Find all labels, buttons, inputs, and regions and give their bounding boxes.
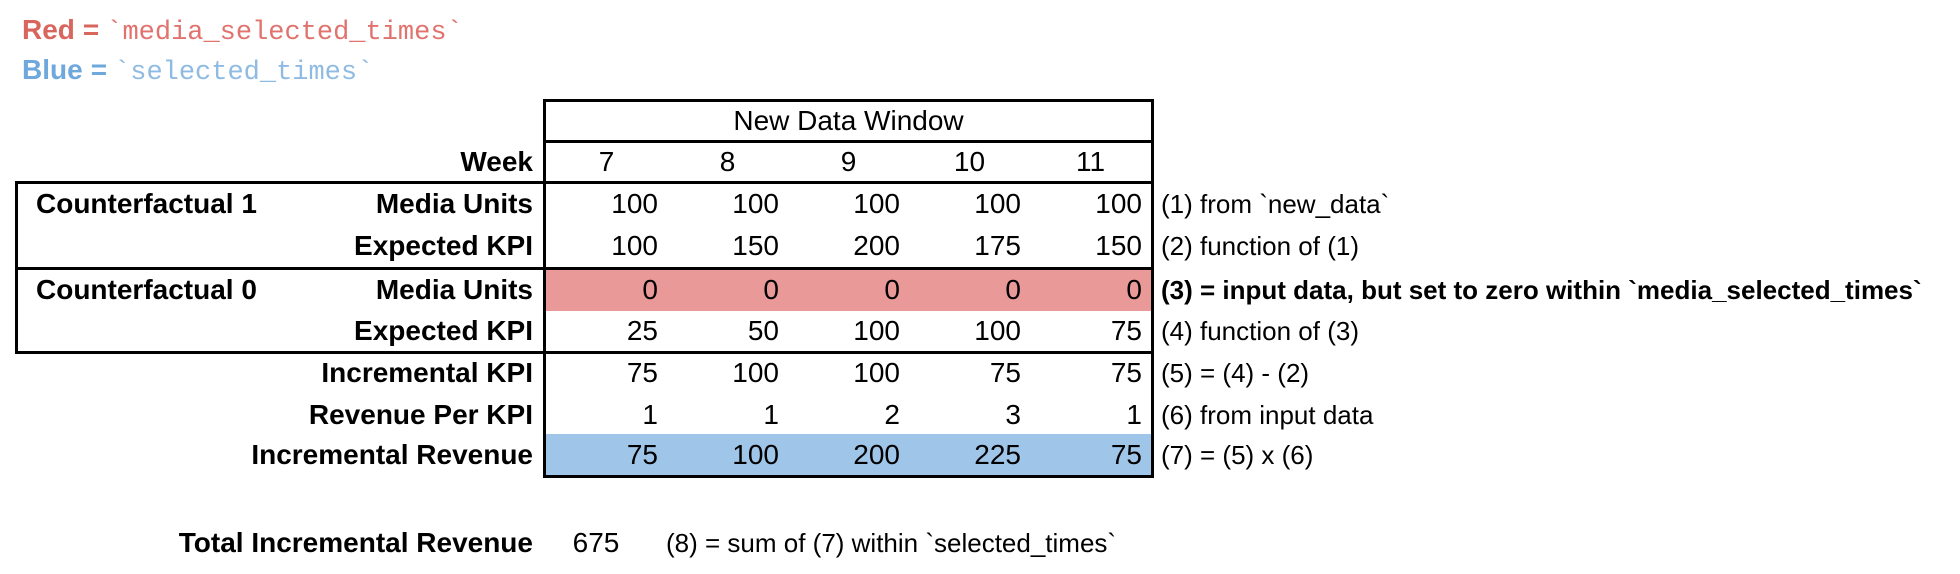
table-cell: 0 <box>1005 274 1021 305</box>
new-data-window-header: New Data Window <box>733 105 964 136</box>
group-divider-border <box>15 267 1154 270</box>
table-cell: 100 <box>974 315 1021 346</box>
annotation-8: (8) = sum of (7) within `selected_times` <box>666 528 1117 558</box>
row-label-revenue-per-kpi: Revenue Per KPI <box>308 399 533 430</box>
table-cell: 100 <box>732 188 779 219</box>
legend-blue-equals: = <box>90 54 108 85</box>
media-selected-times-highlight <box>546 270 1151 311</box>
row-label-media-units-cf1: Media Units <box>375 188 533 219</box>
table-cell: 0 <box>1126 274 1142 305</box>
table-cell: 1 <box>642 399 658 430</box>
table-cell: 75 <box>626 439 658 470</box>
annotation-3: (3) = input data, but set to zero within… <box>1161 275 1922 305</box>
legend-blue-line: Blue = `selected_times` <box>22 54 373 88</box>
row-label-expected-kpi-cf1: Expected KPI <box>354 230 533 261</box>
table-cell: 100 <box>611 230 658 261</box>
counterfactual-1-label: Counterfactual 1 <box>36 188 257 219</box>
table-cell: 0 <box>642 274 658 305</box>
table-cell: 75 <box>1110 315 1142 346</box>
table-cell: 100 <box>974 188 1021 219</box>
row-label-incremental-revenue: Incremental Revenue <box>251 439 533 470</box>
table-cell: 2 <box>884 399 900 430</box>
week-cell: 8 <box>719 146 736 177</box>
week-row-label: Week <box>460 146 533 177</box>
table-cell: 75 <box>626 357 658 388</box>
week-cell: 9 <box>840 146 857 177</box>
table-left-border <box>543 99 546 478</box>
table-cell: 75 <box>989 357 1021 388</box>
annotation-1: (1) from `new_data` <box>1161 189 1390 219</box>
annotation-4: (4) function of (3) <box>1161 316 1359 346</box>
counterfactual-box-bottom-border <box>15 351 1154 354</box>
legend-red-line: Red = `media_selected_times` <box>22 14 463 48</box>
table-cell: 50 <box>747 315 779 346</box>
annotation-2: (2) function of (1) <box>1161 231 1359 261</box>
table-cell: 100 <box>732 439 779 470</box>
table-row-expected-kpi-cf0: 25 50 100 100 75 <box>546 310 1151 352</box>
table-cell: 200 <box>853 230 900 261</box>
row-label-incremental-kpi: Incremental KPI <box>321 357 533 388</box>
table-cell: 100 <box>853 188 900 219</box>
counterfactual-box-left-border <box>15 181 18 354</box>
table-row-revenue-per-kpi: 1 1 2 3 1 <box>546 394 1151 436</box>
table-top-border <box>543 99 1154 102</box>
total-incremental-revenue-label: Total Incremental Revenue <box>178 527 533 558</box>
table-row-media-units-cf1: 100 100 100 100 100 <box>546 183 1151 225</box>
table-cell: 75 <box>1110 357 1142 388</box>
annotation-6: (6) from input data <box>1161 400 1374 430</box>
table-cell: 0 <box>763 274 779 305</box>
selected-times-highlight <box>546 434 1151 475</box>
header-bottom-border <box>543 140 1154 143</box>
table-cell: 1 <box>1126 399 1142 430</box>
table-cell: 225 <box>974 439 1021 470</box>
table-row-incremental-revenue: 75 100 200 225 75 <box>546 434 1151 476</box>
table-cell: 75 <box>1110 439 1142 470</box>
table-cell: 3 <box>1005 399 1021 430</box>
table-cell: 150 <box>1095 230 1142 261</box>
table-cell: 100 <box>853 315 900 346</box>
row-label-expected-kpi-cf0: Expected KPI <box>354 315 533 346</box>
table-cell: 1 <box>763 399 779 430</box>
row-label-media-units-cf0: Media Units <box>375 274 533 305</box>
legend-red-equals: = <box>82 14 100 45</box>
table-cell: 25 <box>626 315 658 346</box>
week-cell: 10 <box>953 146 986 177</box>
week-cell: 7 <box>598 146 615 177</box>
table-cell: 100 <box>853 357 900 388</box>
table-cell: 0 <box>884 274 900 305</box>
total-incremental-revenue-value: 675 <box>572 527 620 558</box>
table-cell: 100 <box>1095 188 1142 219</box>
table-cell: 200 <box>853 439 900 470</box>
annotation-5: (5) = (4) - (2) <box>1161 358 1310 388</box>
annotation-7: (7) = (5) x (6) <box>1161 440 1314 470</box>
legend-red-code: `media_selected_times` <box>106 18 463 48</box>
table-cell: 100 <box>611 188 658 219</box>
table-cell: 100 <box>732 357 779 388</box>
table-right-border <box>1151 99 1154 478</box>
table-row-incremental-kpi: 75 100 100 75 75 <box>546 352 1151 394</box>
legend-blue-label: Blue <box>22 54 83 85</box>
week-bottom-border <box>15 181 1154 184</box>
week-cell: 11 <box>1075 146 1106 177</box>
legend-red-label: Red <box>22 14 75 45</box>
table-bottom-border <box>543 475 1154 478</box>
counterfactual-0-label: Counterfactual 0 <box>36 274 257 305</box>
week-row: 7 8 9 10 11 <box>546 141 1151 183</box>
table-cell: 175 <box>974 230 1021 261</box>
table-cell: 150 <box>732 230 779 261</box>
table-row-media-units-cf0: 0 0 0 0 0 <box>546 269 1151 311</box>
table-row-expected-kpi-cf1: 100 150 200 175 150 <box>546 225 1151 267</box>
legend-blue-code: `selected_times` <box>114 58 374 88</box>
